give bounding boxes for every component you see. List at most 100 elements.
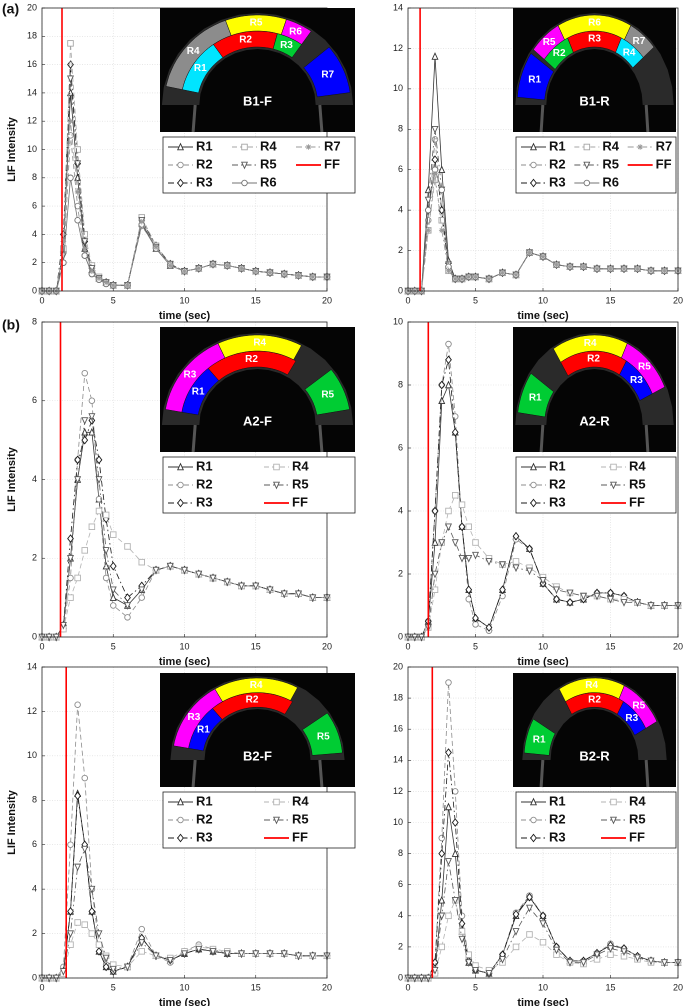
x-tick-label: 5 <box>473 982 478 992</box>
marker <box>74 189 81 195</box>
marker <box>472 274 479 280</box>
marker <box>530 178 537 188</box>
marker <box>458 935 466 944</box>
marker <box>109 561 117 571</box>
arch-leg <box>539 759 545 788</box>
marker <box>124 282 131 289</box>
inset-region <box>304 369 350 416</box>
legend-label: R3 <box>549 174 566 189</box>
marker <box>526 892 533 902</box>
y-tick-label: 10 <box>27 144 37 154</box>
marker <box>458 522 466 532</box>
marker <box>553 261 560 268</box>
marker <box>451 427 459 437</box>
panel-label: (a) <box>2 1 19 17</box>
marker <box>445 912 452 920</box>
marker <box>431 538 439 546</box>
marker <box>223 578 231 587</box>
marker <box>525 904 534 913</box>
y-tick-label: 6 <box>398 442 403 452</box>
marker <box>566 598 574 607</box>
region-label: R1 <box>192 387 205 398</box>
marker <box>452 492 459 499</box>
marker <box>109 593 117 601</box>
series-line <box>408 861 678 979</box>
region-label: R1 <box>533 734 546 745</box>
legend-label: FF <box>324 156 340 171</box>
marker <box>444 802 453 811</box>
y-axis-label: LIF Intensity <box>6 446 18 512</box>
marker <box>267 269 273 276</box>
marker <box>583 143 591 151</box>
x-axis-label: time (sec) <box>517 310 569 322</box>
legend-box <box>162 456 356 514</box>
marker <box>59 621 67 630</box>
marker <box>529 797 538 806</box>
marker <box>102 547 110 555</box>
marker <box>438 912 446 921</box>
y-tick-label: 8 <box>32 172 37 182</box>
marker <box>272 816 281 825</box>
marker <box>81 238 89 246</box>
marker <box>438 943 446 951</box>
y-tick-label: 2 <box>32 553 37 563</box>
marker <box>66 75 75 84</box>
legend-label: R4 <box>629 793 646 808</box>
marker <box>498 956 507 964</box>
x-axis-label: time (sec) <box>159 656 211 668</box>
marker <box>660 602 669 610</box>
x-tick-label: 20 <box>322 982 332 992</box>
marker <box>539 577 547 585</box>
marker <box>103 279 109 286</box>
marker <box>620 948 628 956</box>
marker <box>241 143 248 151</box>
chart: 0 2 4 6 8 10 0 5 10 15 20 time (sec) R1 R2 R3 R4 R5 A2-R R… <box>393 316 683 668</box>
x-tick-label: 0 <box>39 295 44 305</box>
inset-region <box>624 25 655 58</box>
y-tick-label: 4 <box>398 505 403 515</box>
marker <box>471 551 480 560</box>
marker <box>102 962 110 972</box>
legend-label: R7 <box>656 138 673 153</box>
marker <box>661 267 668 274</box>
inset-region <box>303 46 351 98</box>
marker <box>81 231 88 238</box>
marker <box>309 594 317 603</box>
inset-title: B2-F <box>243 748 272 763</box>
legend-label: R6 <box>260 174 277 189</box>
axes-frame <box>407 666 679 979</box>
x-tick-label: 10 <box>179 295 189 305</box>
series-line <box>42 847 327 979</box>
marker <box>176 797 185 806</box>
x-tick-label: 20 <box>673 295 683 305</box>
x-tick-label: 0 <box>405 982 410 992</box>
marker <box>593 592 601 601</box>
marker <box>465 274 472 280</box>
legend-box <box>515 456 677 514</box>
x-tick-label: 20 <box>322 641 332 651</box>
marker <box>465 959 473 967</box>
marker <box>621 265 627 272</box>
chart: 0 2 4 6 8 0 5 10 15 20 time (sec) LIF Intensity R1 R2… <box>6 316 356 668</box>
marker <box>530 833 537 843</box>
legend-label: R2 <box>549 811 566 826</box>
marker <box>499 585 506 595</box>
marker <box>425 206 432 214</box>
legend-label: R5 <box>260 156 277 171</box>
marker <box>138 925 145 933</box>
y-tick-label: 4 <box>398 205 403 215</box>
marker <box>512 943 520 951</box>
x-tick-label: 0 <box>39 641 44 651</box>
x-tick-label: 5 <box>111 982 116 992</box>
marker <box>431 958 439 967</box>
inset-region <box>217 334 302 361</box>
x-tick-label: 0 <box>405 641 410 651</box>
y-tick-label: 8 <box>398 124 403 134</box>
y-tick-label: 6 <box>398 879 403 889</box>
series-line <box>42 704 327 979</box>
marker <box>633 599 642 607</box>
marker <box>552 586 561 595</box>
marker <box>177 833 184 843</box>
x-tick-label: 15 <box>251 641 261 651</box>
marker <box>266 950 274 958</box>
